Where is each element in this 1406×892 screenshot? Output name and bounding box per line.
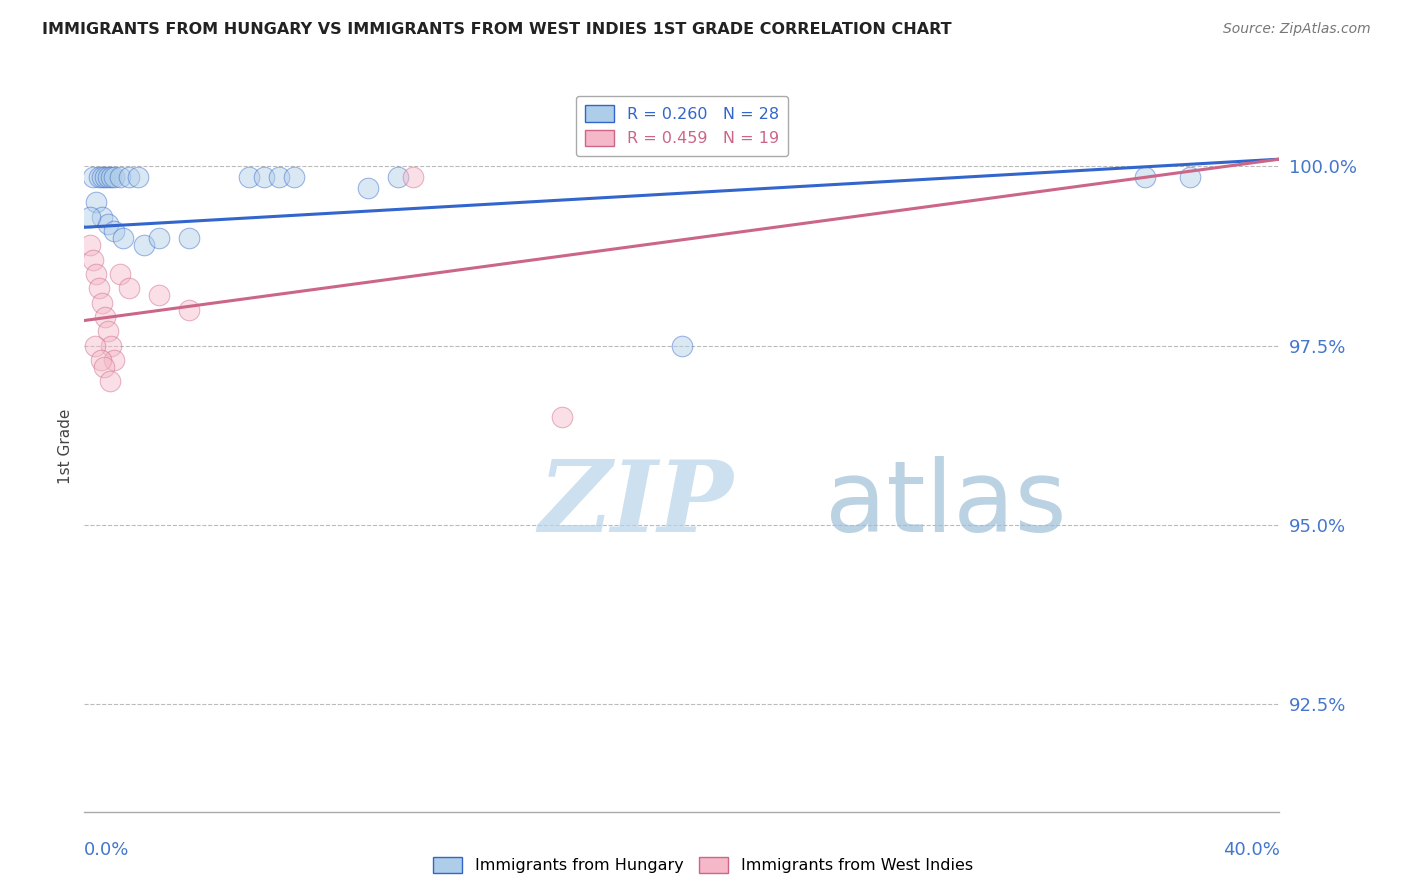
Point bbox=[118, 170, 141, 185]
Text: 0.0%: 0.0% bbox=[84, 841, 129, 859]
Point bbox=[89, 281, 111, 295]
Point bbox=[97, 324, 120, 338]
Point bbox=[148, 288, 170, 302]
Point bbox=[238, 170, 260, 185]
Point bbox=[94, 170, 117, 185]
Point bbox=[177, 302, 200, 317]
Point bbox=[79, 238, 101, 252]
Point bbox=[100, 170, 122, 185]
Point bbox=[1178, 170, 1201, 185]
Point bbox=[1133, 170, 1156, 185]
Point bbox=[387, 170, 409, 185]
Point bbox=[79, 210, 101, 224]
Point bbox=[91, 295, 114, 310]
Point bbox=[118, 281, 141, 295]
Point bbox=[103, 353, 125, 368]
Point bbox=[82, 252, 104, 267]
Point bbox=[402, 170, 425, 185]
Point bbox=[86, 195, 108, 210]
Point bbox=[253, 170, 276, 185]
Point bbox=[93, 360, 115, 375]
Point bbox=[103, 224, 125, 238]
Point bbox=[91, 210, 114, 224]
Point bbox=[89, 170, 111, 185]
Point bbox=[83, 338, 105, 352]
Point bbox=[112, 231, 135, 245]
Point bbox=[110, 170, 132, 185]
Point bbox=[283, 170, 305, 185]
Text: IMMIGRANTS FROM HUNGARY VS IMMIGRANTS FROM WEST INDIES 1ST GRADE CORRELATION CHA: IMMIGRANTS FROM HUNGARY VS IMMIGRANTS FR… bbox=[42, 22, 952, 37]
Point bbox=[98, 375, 121, 389]
Legend: R = 0.260   N = 28, R = 0.459   N = 19: R = 0.260 N = 28, R = 0.459 N = 19 bbox=[575, 95, 789, 156]
Point bbox=[97, 170, 120, 185]
Text: Source: ZipAtlas.com: Source: ZipAtlas.com bbox=[1223, 22, 1371, 37]
Point bbox=[132, 238, 156, 252]
Point bbox=[94, 310, 117, 324]
Point bbox=[148, 231, 170, 245]
Y-axis label: 1st Grade: 1st Grade bbox=[58, 409, 73, 483]
Point bbox=[103, 170, 125, 185]
Point bbox=[357, 181, 380, 195]
Point bbox=[110, 267, 132, 281]
Point bbox=[90, 353, 112, 368]
Point bbox=[91, 170, 114, 185]
Point bbox=[97, 217, 120, 231]
Legend: Immigrants from Hungary, Immigrants from West Indies: Immigrants from Hungary, Immigrants from… bbox=[426, 850, 980, 880]
Point bbox=[671, 338, 693, 352]
Point bbox=[86, 267, 108, 281]
Point bbox=[177, 231, 200, 245]
Text: ZIP: ZIP bbox=[538, 457, 734, 553]
Text: atlas: atlas bbox=[825, 456, 1067, 553]
Text: 40.0%: 40.0% bbox=[1223, 841, 1279, 859]
Point bbox=[100, 338, 122, 352]
Point bbox=[267, 170, 290, 185]
Point bbox=[551, 410, 574, 425]
Point bbox=[127, 170, 149, 185]
Point bbox=[82, 170, 104, 185]
